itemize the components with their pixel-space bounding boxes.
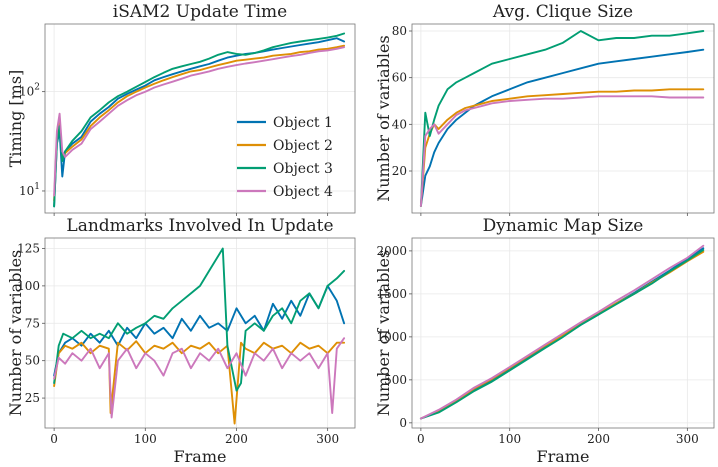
- y-axis-label: Number of variables: [374, 35, 393, 201]
- series-line-object-1: [53, 37, 346, 208]
- series-line-object-1: [419, 48, 705, 207]
- series-line-object-4: [419, 95, 705, 207]
- series-line-object-3: [419, 30, 705, 207]
- x-tick-label: 300: [676, 432, 699, 446]
- y-tick-label: 101: [19, 182, 40, 198]
- y-tick-label: 80: [392, 24, 407, 38]
- x-axis-label: Frame: [537, 447, 590, 466]
- series-line-object-2: [419, 88, 705, 207]
- x-tick-label: 100: [134, 432, 157, 446]
- series-line-object-4: [53, 337, 346, 419]
- legend-label-object-2: Object 2: [273, 138, 333, 154]
- series-line-object-1: [53, 284, 346, 377]
- x-tick-label: 200: [225, 432, 248, 446]
- y-tick-label: 50: [25, 354, 40, 368]
- y-tick-label: 2000: [376, 244, 407, 258]
- x-tick-label: 0: [50, 432, 58, 446]
- y-axis-label: Number of variables: [374, 250, 393, 416]
- y-tick-label: 75: [25, 316, 40, 330]
- y-axis-label: Timing [ms]: [6, 70, 25, 168]
- y-tick-label: 100: [17, 279, 40, 293]
- series-line-object-2: [53, 340, 346, 425]
- y-tick-label: 0: [399, 416, 407, 430]
- y-axis-label: Number of variables: [6, 250, 25, 416]
- series-line-object-3: [53, 32, 346, 208]
- y-tick-label: 20: [392, 164, 407, 178]
- legend-label-object-3: Object 3: [273, 161, 333, 177]
- x-tick-label: 200: [587, 432, 610, 446]
- chart-title: Avg. Clique Size: [492, 2, 633, 22]
- x-tick-label: 100: [498, 432, 521, 446]
- x-tick-label: 0: [417, 432, 425, 446]
- chart-map-size: Dynamic Map Size 0 500 1000 1500 2000 0 100 200 3…: [374, 216, 715, 466]
- plot-frame: [411, 23, 715, 214]
- plot-frame: [411, 237, 715, 429]
- y-tick-label: 25: [25, 391, 40, 405]
- series-line-object-3: [419, 249, 705, 420]
- chart-title: Landmarks Involved In Update: [66, 216, 333, 236]
- legend-label-object-1: Object 1: [273, 115, 333, 131]
- series-line-object-2: [53, 44, 346, 202]
- plot-frame: [44, 237, 356, 429]
- chart-title: iSAM2 Update Time: [113, 2, 287, 22]
- y-tick-label: 60: [392, 71, 407, 85]
- series-line-object-4: [53, 46, 346, 197]
- y-tick-label: 40: [392, 117, 407, 131]
- chart-landmarks: Landmarks Involved In Update 25 50 75 100 125…: [6, 216, 356, 466]
- legend-label-object-4: Object 4: [273, 184, 333, 200]
- y-tick-label: 1500: [376, 287, 407, 301]
- y-tick-label: 1000: [376, 330, 407, 344]
- x-axis-label: Frame: [174, 447, 227, 466]
- y-tick-label: 125: [17, 241, 40, 255]
- x-tick-label: 300: [316, 432, 339, 446]
- y-tick-label: 500: [384, 373, 407, 387]
- series-line-object-3: [53, 247, 346, 392]
- legend: Object 1 Object 2 Object 3 Object 4: [237, 115, 333, 200]
- series-line-object-4: [419, 244, 705, 420]
- plot-frame: [44, 23, 356, 214]
- chart-title: Dynamic Map Size: [483, 216, 644, 236]
